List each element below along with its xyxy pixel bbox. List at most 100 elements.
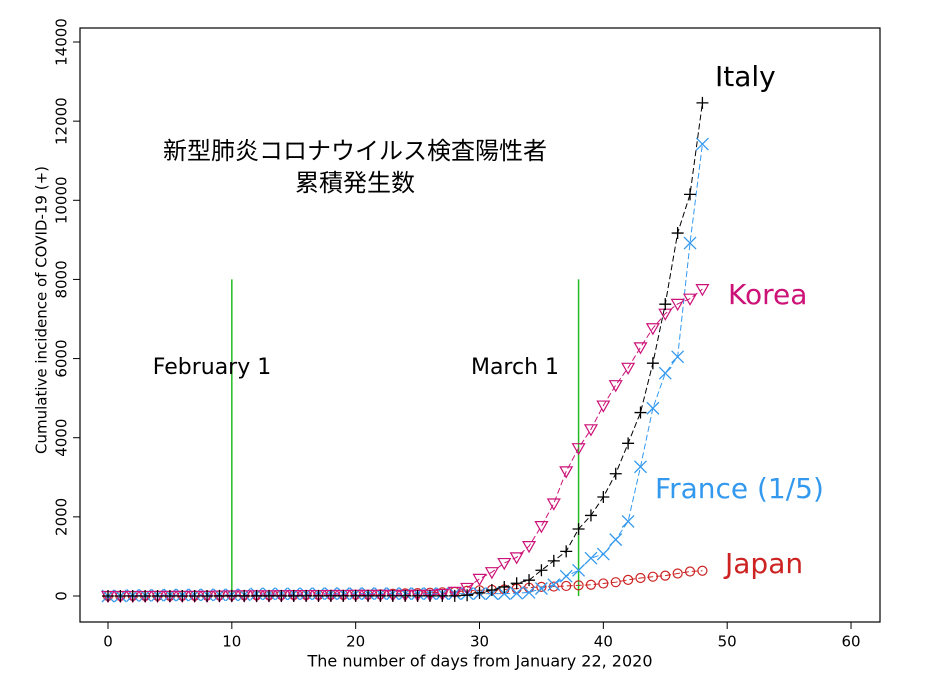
marker — [213, 589, 226, 602]
legend-label: Japan — [723, 547, 803, 580]
series-line — [107, 288, 703, 597]
marker — [559, 466, 574, 479]
marker — [546, 498, 561, 511]
marker — [473, 586, 486, 599]
y-tick-label: 14000 — [53, 18, 71, 66]
marker — [646, 357, 659, 370]
marker — [522, 541, 537, 554]
x-tick-label: 50 — [718, 633, 737, 651]
marker — [287, 589, 300, 602]
marker — [559, 569, 573, 583]
marker — [176, 590, 189, 603]
marker — [696, 96, 709, 109]
marker — [448, 589, 461, 602]
marker — [634, 460, 647, 474]
marker — [670, 298, 685, 312]
marker — [374, 589, 387, 602]
marker — [560, 545, 573, 558]
marker — [436, 589, 449, 602]
marker — [572, 522, 585, 535]
marker — [572, 563, 586, 577]
marker — [684, 566, 696, 577]
y-tick-label: 8000 — [53, 260, 71, 298]
marker — [671, 350, 685, 364]
marker — [423, 589, 436, 602]
plot-frame — [79, 27, 881, 623]
y-axis-label: Cumulative incidence of COVID-19 (+) — [33, 166, 51, 454]
marker — [510, 577, 523, 590]
legend-label: France (1/5) — [655, 472, 824, 505]
marker — [635, 572, 646, 584]
x-axis-label: The number of days from January 22, 2020 — [306, 652, 652, 671]
marker — [337, 589, 350, 602]
marker — [621, 362, 636, 376]
marker — [250, 589, 263, 602]
marker — [658, 366, 672, 380]
marker — [101, 590, 114, 603]
x-tick-label: 30 — [470, 633, 489, 651]
marker — [622, 437, 635, 450]
marker — [262, 589, 275, 602]
marker — [623, 574, 634, 585]
marker — [534, 582, 548, 595]
marker — [561, 580, 572, 592]
marker — [461, 589, 474, 602]
marker — [584, 551, 598, 565]
marker — [126, 590, 139, 603]
marker — [114, 590, 127, 603]
y-tick-label: 2000 — [53, 498, 71, 536]
marker — [484, 567, 499, 580]
marker — [672, 568, 683, 579]
marker — [535, 564, 548, 577]
x-tick-label: 60 — [841, 633, 860, 651]
marker — [497, 587, 511, 601]
y-tick-label: 12000 — [53, 97, 71, 145]
marker — [536, 581, 547, 593]
marker — [362, 589, 375, 602]
marker — [312, 589, 325, 602]
marker — [609, 533, 623, 547]
marker — [324, 589, 337, 602]
marker — [411, 589, 424, 602]
series — [100, 284, 710, 604]
series — [101, 96, 709, 603]
marker — [684, 188, 697, 201]
marker — [201, 590, 214, 603]
marker — [522, 585, 536, 599]
marker — [547, 554, 560, 567]
marker — [609, 467, 622, 480]
marker — [659, 298, 672, 311]
marker — [596, 547, 610, 561]
marker — [447, 586, 462, 600]
y-tick-label: 4000 — [53, 419, 71, 457]
legend-label: Italy — [715, 60, 776, 93]
marker — [225, 589, 238, 602]
marker — [349, 589, 362, 602]
y-tick-label: 0 — [53, 591, 71, 601]
marker — [472, 573, 487, 587]
y-tick-label: 10000 — [53, 176, 71, 224]
marker — [697, 565, 708, 576]
marker — [523, 574, 536, 587]
marker — [188, 590, 201, 603]
marker — [647, 571, 658, 582]
marker — [596, 400, 611, 413]
marker — [583, 424, 598, 437]
annotation: February 1 — [153, 355, 271, 380]
marker — [695, 284, 710, 297]
marker — [621, 514, 635, 528]
marker — [275, 589, 288, 602]
marker — [646, 401, 660, 415]
marker — [498, 580, 511, 593]
marker — [682, 293, 698, 306]
marker — [547, 578, 561, 592]
marker — [645, 323, 660, 336]
marker — [386, 589, 399, 602]
marker — [660, 570, 671, 581]
chart-title: 新型肺炎コロナウイルス検査陽性者 — [163, 137, 547, 165]
marker — [634, 406, 647, 419]
legend-label: Korea — [728, 278, 807, 311]
marker — [485, 583, 498, 596]
marker — [497, 557, 512, 571]
marker — [139, 590, 152, 603]
